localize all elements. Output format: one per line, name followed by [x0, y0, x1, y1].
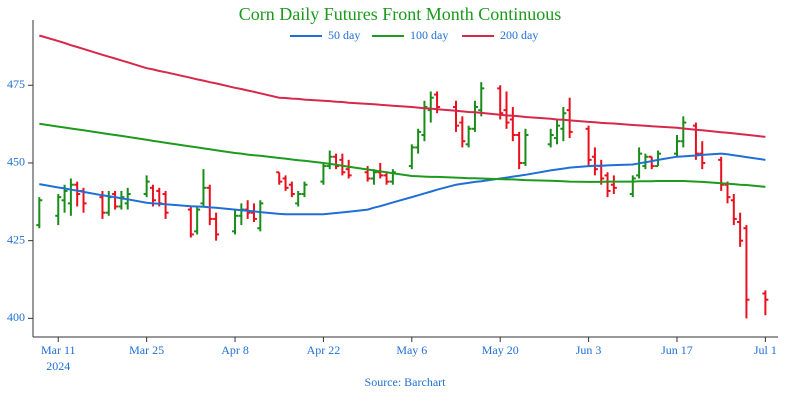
- y-tick-label: 475: [7, 77, 25, 91]
- moving-average-line: [39, 152, 766, 216]
- y-tick-label: 425: [7, 232, 25, 246]
- x-year-label: 2024: [46, 359, 70, 373]
- x-tick-label: Jun 3: [576, 343, 602, 357]
- legend-label: 50 day: [328, 28, 360, 42]
- chart-title: Corn Daily Futures Front Month Continuou…: [239, 4, 562, 24]
- x-tick-label: Mar 25: [129, 343, 164, 357]
- x-tick-label: Jun 17: [661, 343, 693, 357]
- moving-average-line: [39, 122, 766, 188]
- legend-label: 200 day: [500, 28, 538, 42]
- x-tick-label: May 20: [482, 343, 519, 357]
- y-tick-label: 400: [7, 310, 25, 324]
- x-tick-label: May 6: [396, 343, 427, 357]
- x-tick-label: Apr 8: [221, 343, 249, 357]
- x-tick-label: Mar 11: [41, 343, 76, 357]
- source-note: Source: Barchart: [365, 375, 447, 389]
- y-tick-label: 450: [7, 155, 25, 169]
- moving-average-line: [39, 34, 766, 138]
- x-tick-label: Jul 1: [754, 343, 777, 357]
- legend-label: 100 day: [410, 28, 448, 42]
- x-tick-label: Apr 22: [307, 343, 341, 357]
